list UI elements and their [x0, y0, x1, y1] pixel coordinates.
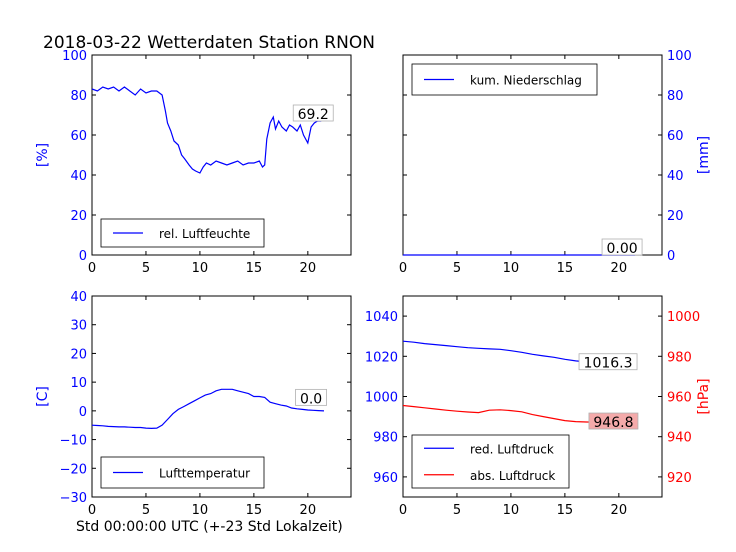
temperature-ytick-label: −30	[60, 491, 87, 506]
humidity-legend-label: rel. Luftfeuchte	[159, 227, 250, 241]
precipitation-ytick-label: 40	[667, 169, 684, 184]
pressure-ytick-label: 960	[373, 471, 398, 486]
precipitation-xtick-label: 10	[503, 261, 520, 276]
precipitation-ytick-label: 20	[667, 209, 684, 224]
pressure-xtick-label: 10	[503, 503, 520, 518]
humidity-xtick-label: 0	[88, 261, 96, 276]
pressure-ylabel: [hPa]	[696, 378, 712, 414]
precipitation-ylabel: [mm]	[696, 136, 712, 174]
precipitation-value-annotation-box	[601, 238, 643, 256]
pressure-value-annotation: 1016.3	[584, 356, 633, 372]
pressure-ytick-label: 1000	[365, 391, 398, 406]
humidity-series-line-0	[91, 86, 325, 174]
figure-xlabel: Std 00:00:00 UTC (+-23 Std Lokalzeit)	[76, 519, 343, 535]
precipitation-xtick-label: 5	[453, 261, 461, 276]
temperature-xtick-label: 0	[88, 503, 96, 518]
pressure-ytick-right-label: 1000	[667, 310, 700, 325]
pressure-ytick-label: 1020	[365, 350, 398, 365]
temperature-ytick-label: 0	[79, 405, 87, 420]
pressure-value-annotation-box	[578, 353, 638, 371]
pressure-legend-label: abs. Luftdruck	[470, 469, 555, 483]
pressure-ytick-right-label: 960	[667, 391, 692, 406]
pressure-legend-label: red. Luftdruck	[470, 442, 554, 456]
pressure-ytick-right-label: 920	[667, 471, 692, 486]
temperature-series-line-0	[91, 388, 325, 430]
humidity-ytick-label: 100	[62, 49, 87, 64]
precipitation-value-annotation: 0.00	[606, 241, 637, 257]
figure-title: 2018-03-22 Wetterdaten Station RNON	[43, 33, 375, 53]
pressure-ytick-label: 980	[373, 431, 398, 446]
temperature-ytick-label: 40	[70, 290, 87, 305]
temperature-ylabel: [C]	[35, 386, 51, 407]
temperature-value-annotation: 0.0	[300, 391, 322, 407]
temperature-ytick-label: −20	[60, 462, 87, 477]
humidity-ytick-label: 60	[70, 129, 87, 144]
pressure-xtick-label: 20	[611, 503, 628, 518]
pressure-ytick-label: 1040	[365, 310, 398, 325]
temperature-value-annotation-box	[295, 388, 327, 406]
precipitation-ytick-label: 100	[667, 49, 692, 64]
humidity-ytick-label: 40	[70, 169, 87, 184]
pressure-ytick-right-label: 980	[667, 350, 692, 365]
temperature-legend-label: Lufttemperatur	[159, 467, 250, 481]
humidity-ytick-label: 80	[70, 89, 87, 104]
temperature-ytick-label: 20	[70, 347, 87, 362]
humidity-xtick-label: 5	[142, 261, 150, 276]
precipitation-xtick-label: 0	[399, 261, 407, 276]
humidity-ylabel: [%]	[35, 143, 51, 167]
humidity-value-annotation-box	[292, 104, 334, 122]
humidity-xtick-label: 15	[246, 261, 263, 276]
temperature-ytick-label: 10	[70, 376, 87, 391]
temperature-ytick-label: 30	[70, 319, 87, 334]
precipitation-xtick-label: 15	[557, 261, 574, 276]
chart-temperature: 0 5 10 15 20 −30 −20 −10 0 10 20 30 40 [C] Lufttempera…	[35, 290, 352, 518]
precipitation-ytick-label: 0	[667, 249, 675, 264]
pressure-xtick-label: 15	[557, 503, 574, 518]
temperature-xtick-label: 10	[192, 503, 209, 518]
humidity-ytick-label: 0	[79, 249, 87, 264]
precipitation-ytick-label: 60	[667, 129, 684, 144]
pressure-legend	[411, 434, 570, 489]
pressure-value-annotation: 946.8	[593, 415, 633, 431]
pressure-ytick-right-label: 940	[667, 431, 692, 446]
temperature-ytick-label: −10	[60, 434, 87, 449]
temperature-xtick-label: 15	[246, 503, 263, 518]
chart-humidity: 0 5 10 15 20 0 20 40 60 80 100 [%] rel. Luftfeuchte 6…	[35, 49, 352, 276]
chart-precipitation: 0 5 10 15 20 0 20 40 60 80 100 [mm] kum. Niederschla…	[399, 49, 712, 276]
temperature-xtick-label: 20	[300, 503, 317, 518]
pressure-xtick-label: 5	[453, 503, 461, 518]
precipitation-legend-label: kum. Niederschlag	[470, 74, 582, 88]
precipitation-ytick-label: 80	[667, 89, 684, 104]
pressure-xtick-label: 0	[399, 503, 407, 518]
temperature-xtick-label: 5	[142, 503, 150, 518]
humidity-xtick-label: 10	[192, 261, 209, 276]
chart-pressure: 0 5 10 15 20 960 980 1000 1020 1040 920 940 960 980 10…	[365, 295, 712, 518]
humidity-ytick-label: 20	[70, 209, 87, 224]
humidity-value-annotation: 69.2	[298, 107, 329, 123]
precipitation-legend	[411, 63, 598, 96]
humidity-xtick-label: 20	[300, 261, 317, 276]
pressure-value-annotation-box	[588, 412, 639, 430]
precipitation-xtick-label: 20	[611, 261, 628, 276]
